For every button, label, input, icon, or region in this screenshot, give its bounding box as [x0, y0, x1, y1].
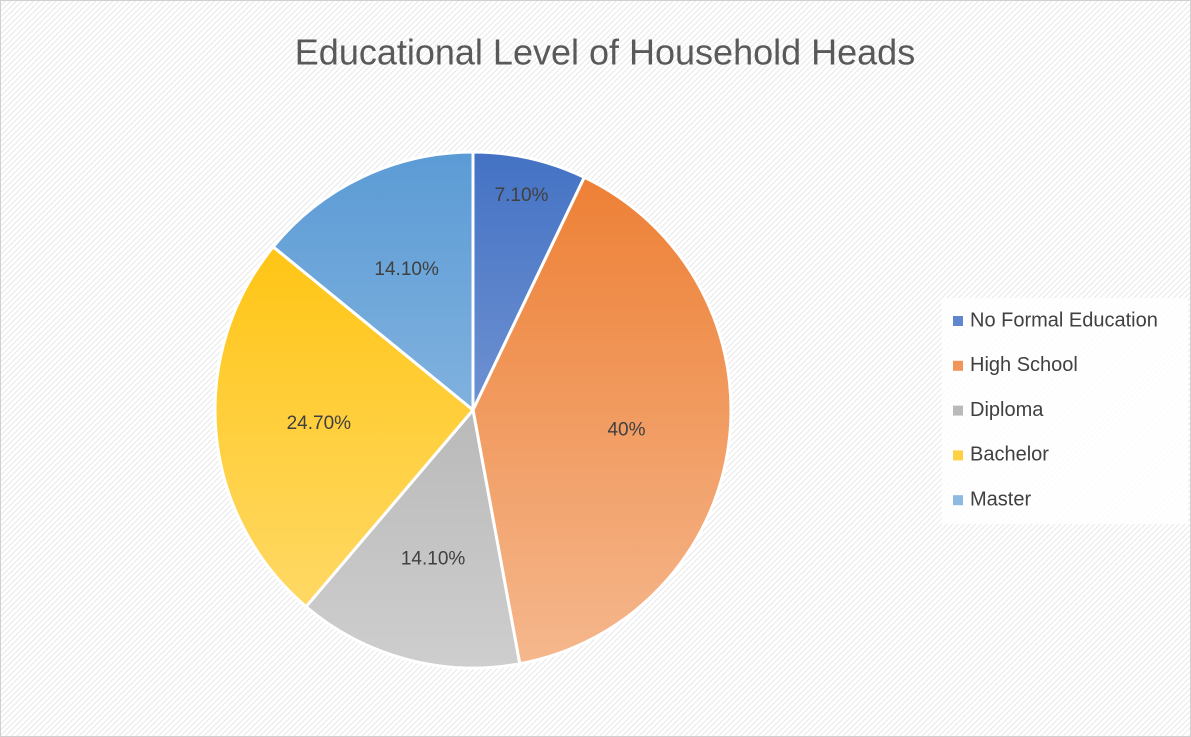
legend-swatch: [953, 495, 963, 506]
data-label: 40%: [607, 419, 645, 440]
pie-slice: [304, 408, 522, 670]
legend-swatch: [953, 360, 963, 371]
data-label: 7.10%: [495, 185, 549, 206]
data-label: 24.70%: [287, 413, 352, 434]
pie-slice: [271, 150, 475, 412]
legend-swatch: [953, 405, 963, 416]
legend-label: High School: [970, 354, 1078, 376]
data-label: 14.10%: [401, 549, 466, 570]
legend-label: Bachelor: [970, 444, 1049, 466]
legend-label: Diploma: [970, 399, 1044, 421]
legend-swatch: [953, 316, 963, 326]
legend-label: Master: [970, 488, 1031, 510]
chart-title: Educational Level of Household Heads: [295, 32, 915, 73]
data-label: 14.10%: [374, 259, 439, 280]
pie-slice: [471, 175, 733, 666]
legend-label: No Formal Education: [970, 309, 1158, 331]
legend-swatch: [953, 450, 963, 461]
legend-background: [942, 298, 1188, 524]
pie-slice: [471, 150, 586, 412]
pie-slice: [213, 245, 475, 609]
